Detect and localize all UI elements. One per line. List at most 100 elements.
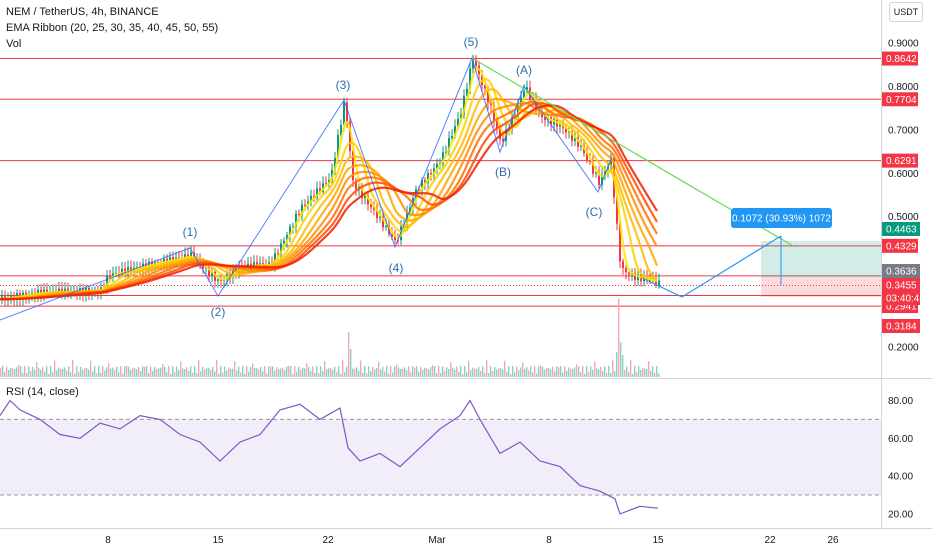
volume-bar bbox=[368, 366, 370, 377]
volume-bar bbox=[244, 373, 246, 377]
volume-bar bbox=[514, 372, 516, 377]
volume-bar bbox=[458, 371, 460, 377]
volume-bar bbox=[218, 373, 220, 377]
volume-bar bbox=[626, 366, 628, 377]
ema-ribbon-legend[interactable]: EMA Ribbon (20, 25, 30, 35, 40, 45, 50, … bbox=[6, 22, 219, 34]
candle-body bbox=[316, 188, 318, 198]
currency-button[interactable]: USDT bbox=[889, 2, 923, 22]
volume-bar bbox=[230, 368, 232, 377]
ema-ribbon-line bbox=[0, 104, 658, 301]
volume-bar bbox=[636, 372, 638, 377]
price-tag-text: 0.3455 bbox=[886, 281, 917, 292]
volume-bar bbox=[512, 366, 514, 377]
volume-bar bbox=[248, 371, 250, 377]
candle-body bbox=[391, 234, 393, 237]
volume-bar bbox=[404, 367, 406, 377]
volume-bar bbox=[642, 367, 644, 377]
level-price-tag-text: 0.2941 bbox=[886, 302, 917, 313]
volume-bar bbox=[520, 367, 522, 377]
volume-bar bbox=[470, 370, 472, 377]
volume-bar bbox=[414, 367, 416, 377]
candle-body bbox=[499, 127, 501, 139]
volume-bar bbox=[152, 370, 154, 377]
rsi-axis-tick: 40.00 bbox=[888, 472, 913, 483]
rsi-legend[interactable]: RSI (14, close) bbox=[6, 386, 79, 398]
volume-bar bbox=[592, 369, 594, 377]
volume-bar bbox=[18, 364, 20, 377]
candle-body bbox=[616, 197, 618, 224]
candle-body bbox=[598, 172, 600, 185]
volume-bar bbox=[146, 366, 148, 377]
volume-bar bbox=[186, 367, 188, 377]
wave-label: (2) bbox=[211, 305, 226, 319]
candle-body bbox=[451, 136, 453, 139]
elliott-wave-lines bbox=[0, 56, 613, 321]
volume-bar bbox=[158, 368, 160, 377]
volume-bar bbox=[220, 366, 222, 377]
volume-bar bbox=[334, 366, 336, 377]
volume-bar bbox=[616, 352, 618, 377]
candle-body bbox=[448, 138, 450, 152]
volume-bar bbox=[358, 370, 360, 377]
volume-bar bbox=[444, 370, 446, 377]
price-tag-text: 03:40:42 bbox=[886, 294, 925, 305]
volume-bar bbox=[588, 371, 590, 377]
volume-bar bbox=[66, 370, 68, 377]
volume-bar bbox=[282, 367, 284, 377]
volume-bar bbox=[134, 368, 136, 377]
volume-bar bbox=[338, 366, 340, 377]
ema-ribbon-line bbox=[0, 97, 659, 301]
volume-bar bbox=[6, 366, 8, 377]
candle-body bbox=[343, 102, 345, 126]
volume-bar bbox=[344, 372, 346, 377]
measure-label-box bbox=[731, 208, 832, 228]
volume-bar bbox=[264, 366, 266, 377]
candle-body bbox=[592, 162, 594, 174]
candle-body bbox=[322, 183, 324, 193]
volume-legend[interactable]: Vol bbox=[6, 38, 22, 50]
volume-bar bbox=[130, 369, 132, 377]
volume-bar bbox=[262, 371, 264, 377]
volume-bar bbox=[234, 361, 236, 377]
volume-bar bbox=[22, 372, 24, 377]
volume-bar bbox=[428, 369, 430, 377]
symbol-legend[interactable]: NEM / TetherUS, 4h, BINANCE bbox=[6, 6, 159, 18]
volume-bar bbox=[346, 366, 348, 377]
candle-body bbox=[319, 188, 321, 193]
candle-body bbox=[109, 275, 111, 278]
volume-bar bbox=[254, 367, 256, 377]
volume-bar bbox=[540, 365, 542, 377]
volume-bar bbox=[240, 372, 242, 377]
time-axis-tick: 26 bbox=[827, 535, 839, 546]
volume-bar bbox=[2, 366, 4, 377]
candle-body bbox=[442, 152, 444, 164]
ema-ribbon-line bbox=[0, 102, 658, 301]
volume-bar bbox=[606, 373, 608, 377]
volume-bar bbox=[500, 367, 502, 377]
volume-bar bbox=[366, 373, 368, 377]
candle-body bbox=[376, 209, 378, 219]
candle-body bbox=[571, 131, 573, 141]
volume-bar bbox=[400, 368, 402, 377]
volume-bar bbox=[252, 363, 254, 377]
volume-bar bbox=[388, 373, 390, 377]
volume-bar bbox=[278, 368, 280, 377]
volume-bar bbox=[208, 367, 210, 377]
volume-bar bbox=[476, 369, 478, 377]
volume-bar bbox=[114, 370, 116, 377]
volume-bar bbox=[222, 372, 224, 377]
volume-bar bbox=[316, 366, 318, 377]
volume-bar bbox=[14, 369, 16, 377]
volume-bar bbox=[632, 373, 634, 377]
volume-bar bbox=[422, 369, 424, 377]
volume-bar bbox=[564, 366, 566, 377]
candle-body bbox=[277, 253, 279, 255]
price-tag-target bbox=[882, 222, 920, 236]
volume-bar bbox=[390, 366, 392, 377]
time-axis-tick: 8 bbox=[105, 535, 111, 546]
volume-bar bbox=[46, 366, 48, 377]
candle-body bbox=[466, 88, 468, 96]
volume-bar bbox=[74, 373, 76, 377]
price-tag-text: 0.4463 bbox=[886, 225, 917, 236]
